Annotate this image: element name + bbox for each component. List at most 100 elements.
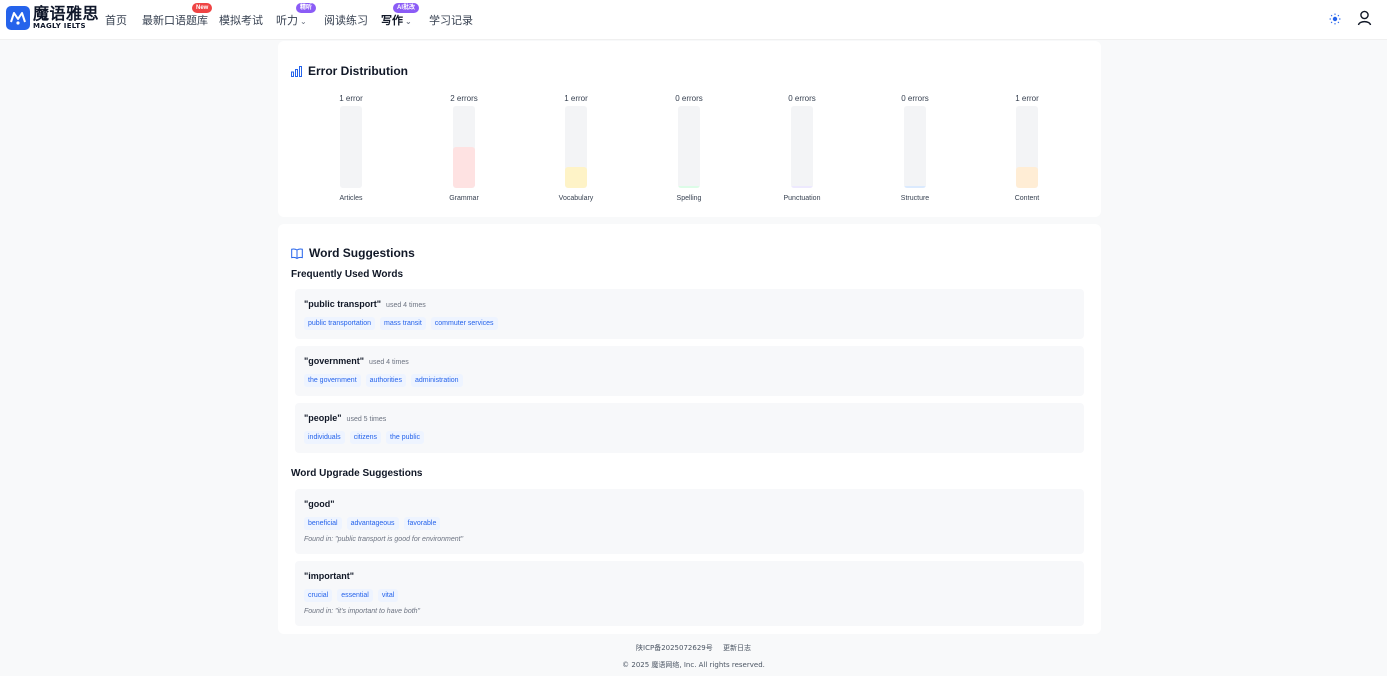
nav-item-home[interactable]: 首页 xyxy=(105,14,127,27)
alternative-chip[interactable]: advantageous xyxy=(346,517,399,530)
error-distribution-card: Error Distribution 1 error Articles 2 erro… xyxy=(278,41,1101,217)
alternative-chips: individuals citizens the public xyxy=(304,431,429,444)
error-bar xyxy=(453,147,475,188)
brand-logo[interactable]: 魔语雅思 MAGLY IELTS xyxy=(6,6,99,30)
error-count-label: 1 error xyxy=(564,94,588,103)
upgrade-word-item: "good" beneficial advantageous favorable Fou… xyxy=(295,489,1084,554)
new-badge: New xyxy=(192,3,213,13)
alternative-chip[interactable]: individuals xyxy=(304,431,345,444)
error-count-label: 0 errors xyxy=(788,94,816,103)
nav-item-speaking-bank[interactable]: 最新口语题库 xyxy=(142,12,208,28)
sun-icon[interactable] xyxy=(1329,12,1341,30)
alternative-chips: public transportation mass transit commute… xyxy=(304,317,503,330)
ai-correction-badge: AI批改 xyxy=(393,3,420,13)
alternative-chip[interactable]: public transportation xyxy=(304,317,376,330)
error-bar xyxy=(1016,167,1038,188)
alternative-chip[interactable]: vital xyxy=(377,589,399,602)
error-count-label: 2 errors xyxy=(450,94,478,103)
error-bar-track xyxy=(791,106,813,188)
alternative-chip[interactable]: authorities xyxy=(365,374,406,387)
error-bar xyxy=(791,186,813,188)
error-chart: 1 error Articles 2 errors Grammar 1 error Voc… xyxy=(278,94,1101,209)
word-term: "people" xyxy=(304,413,342,423)
error-category-label: Articles xyxy=(339,195,363,202)
word-heading-line: "government" used 4 times xyxy=(304,356,409,366)
alternative-chip[interactable]: citizens xyxy=(349,431,382,444)
error-category-label: Punctuation xyxy=(783,195,821,202)
alternative-chips: beneficial advantageous favorable xyxy=(304,517,445,530)
usage-count: used 4 times xyxy=(386,302,426,309)
chevron-down-icon: ⌄ xyxy=(405,17,412,26)
brand-name-cn: 魔语雅思 xyxy=(33,4,100,23)
error-bar-track xyxy=(1016,106,1038,188)
intensive-listening-badge: 精听 xyxy=(296,3,317,13)
alternative-chip[interactable]: favorable xyxy=(403,517,441,530)
frequent-word-item: "people" used 5 times individuals citizens t… xyxy=(295,403,1084,453)
word-term: "public transport" xyxy=(304,299,382,309)
upgrade-suggestions-heading: Word Upgrade Suggestions xyxy=(291,468,423,479)
error-count-label: 1 error xyxy=(339,94,363,103)
frequent-word-item: "government" used 4 times the government au… xyxy=(295,346,1084,396)
footer-links: 陕ICP备2025072629号 更新日志 xyxy=(0,643,1387,653)
error-category-label: Spelling xyxy=(676,195,702,202)
alternative-chip[interactable]: crucial xyxy=(304,589,333,602)
nav-item-listening-label: 听力 xyxy=(276,14,298,27)
alternative-chip[interactable]: commuter services xyxy=(430,317,498,330)
word-heading-line: "good" xyxy=(304,499,335,509)
upgrade-word-item: "important" crucial essential vital Found in… xyxy=(295,561,1084,626)
error-bar-track xyxy=(340,106,362,188)
error-bar xyxy=(565,167,587,188)
word-term: "important" xyxy=(304,571,355,581)
error-count-label: 0 errors xyxy=(675,94,703,103)
copyright-text: © 2025 魔语网络, Inc. All rights reserved. xyxy=(622,661,765,669)
alternative-chips: the government authorities administration xyxy=(304,374,468,387)
found-in-context: Found in: "public transport is good for … xyxy=(304,536,464,543)
frequent-word-item: "public transport" used 4 times public tra… xyxy=(295,289,1084,339)
book-open-icon xyxy=(291,248,303,259)
usage-count: used 4 times xyxy=(369,359,409,366)
error-bar-track xyxy=(565,106,587,188)
error-bar xyxy=(340,167,362,188)
error-count-label: 1 error xyxy=(1015,94,1039,103)
brand-name-en: MAGLY IELTS xyxy=(33,22,86,30)
user-icon[interactable] xyxy=(1357,10,1372,31)
top-nav-bar: 魔语雅思 MAGLY IELTS 首页 最新口语题库 New 模拟考试 听力 ⌄ … xyxy=(0,0,1387,40)
alternative-chip[interactable]: essential xyxy=(337,589,373,602)
nav-item-listening[interactable]: 听力 ⌄ xyxy=(276,12,307,28)
alternative-chip[interactable]: the public xyxy=(386,431,424,444)
nav-item-writing-label: 写作 xyxy=(381,14,403,27)
word-term: "good" xyxy=(304,499,335,509)
error-distribution-title: Error Distribution xyxy=(291,64,408,78)
nav-item-study-record[interactable]: 学习记录 xyxy=(429,14,473,27)
word-suggestions-card: Word Suggestions Frequently Used Words "… xyxy=(278,224,1101,634)
bar-chart-icon xyxy=(291,65,302,77)
word-suggestions-title-text: Word Suggestions xyxy=(309,246,415,260)
nav-item-speaking-bank-label: 最新口语题库 xyxy=(142,14,208,27)
alternative-chips: crucial essential vital xyxy=(304,589,403,602)
word-heading-line: "public transport" used 4 times xyxy=(304,299,426,309)
frequent-words-heading: Frequently Used Words xyxy=(291,269,404,280)
error-category-label: Structure xyxy=(900,195,930,202)
word-heading-line: "important" xyxy=(304,571,354,581)
alternative-chip[interactable]: beneficial xyxy=(304,517,342,530)
error-count-label: 0 errors xyxy=(901,94,929,103)
error-category-label: Content xyxy=(1014,195,1040,202)
nav-item-reading[interactable]: 阅读练习 xyxy=(324,14,368,27)
found-in-context: Found in: "it's important to have both" xyxy=(304,608,421,615)
error-bar xyxy=(904,186,926,188)
error-category-label: Vocabulary xyxy=(558,195,594,202)
alternative-chip[interactable]: administration xyxy=(410,374,463,387)
word-term: "government" xyxy=(304,356,365,366)
alternative-chip[interactable]: mass transit xyxy=(380,317,426,330)
icp-link[interactable]: 陕ICP备2025072629号 xyxy=(636,644,713,652)
nav-item-mock-exam[interactable]: 模拟考试 xyxy=(219,14,263,27)
error-bar-track xyxy=(904,106,926,188)
error-bar-track xyxy=(453,106,475,188)
chevron-down-icon: ⌄ xyxy=(300,17,307,26)
word-suggestions-title: Word Suggestions xyxy=(291,246,415,260)
changelog-link[interactable]: 更新日志 xyxy=(722,644,751,652)
nav-item-writing[interactable]: 写作 ⌄ xyxy=(381,12,412,28)
alternative-chip[interactable]: the government xyxy=(304,374,361,387)
error-bar xyxy=(678,186,700,188)
usage-count: used 5 times xyxy=(346,416,387,423)
